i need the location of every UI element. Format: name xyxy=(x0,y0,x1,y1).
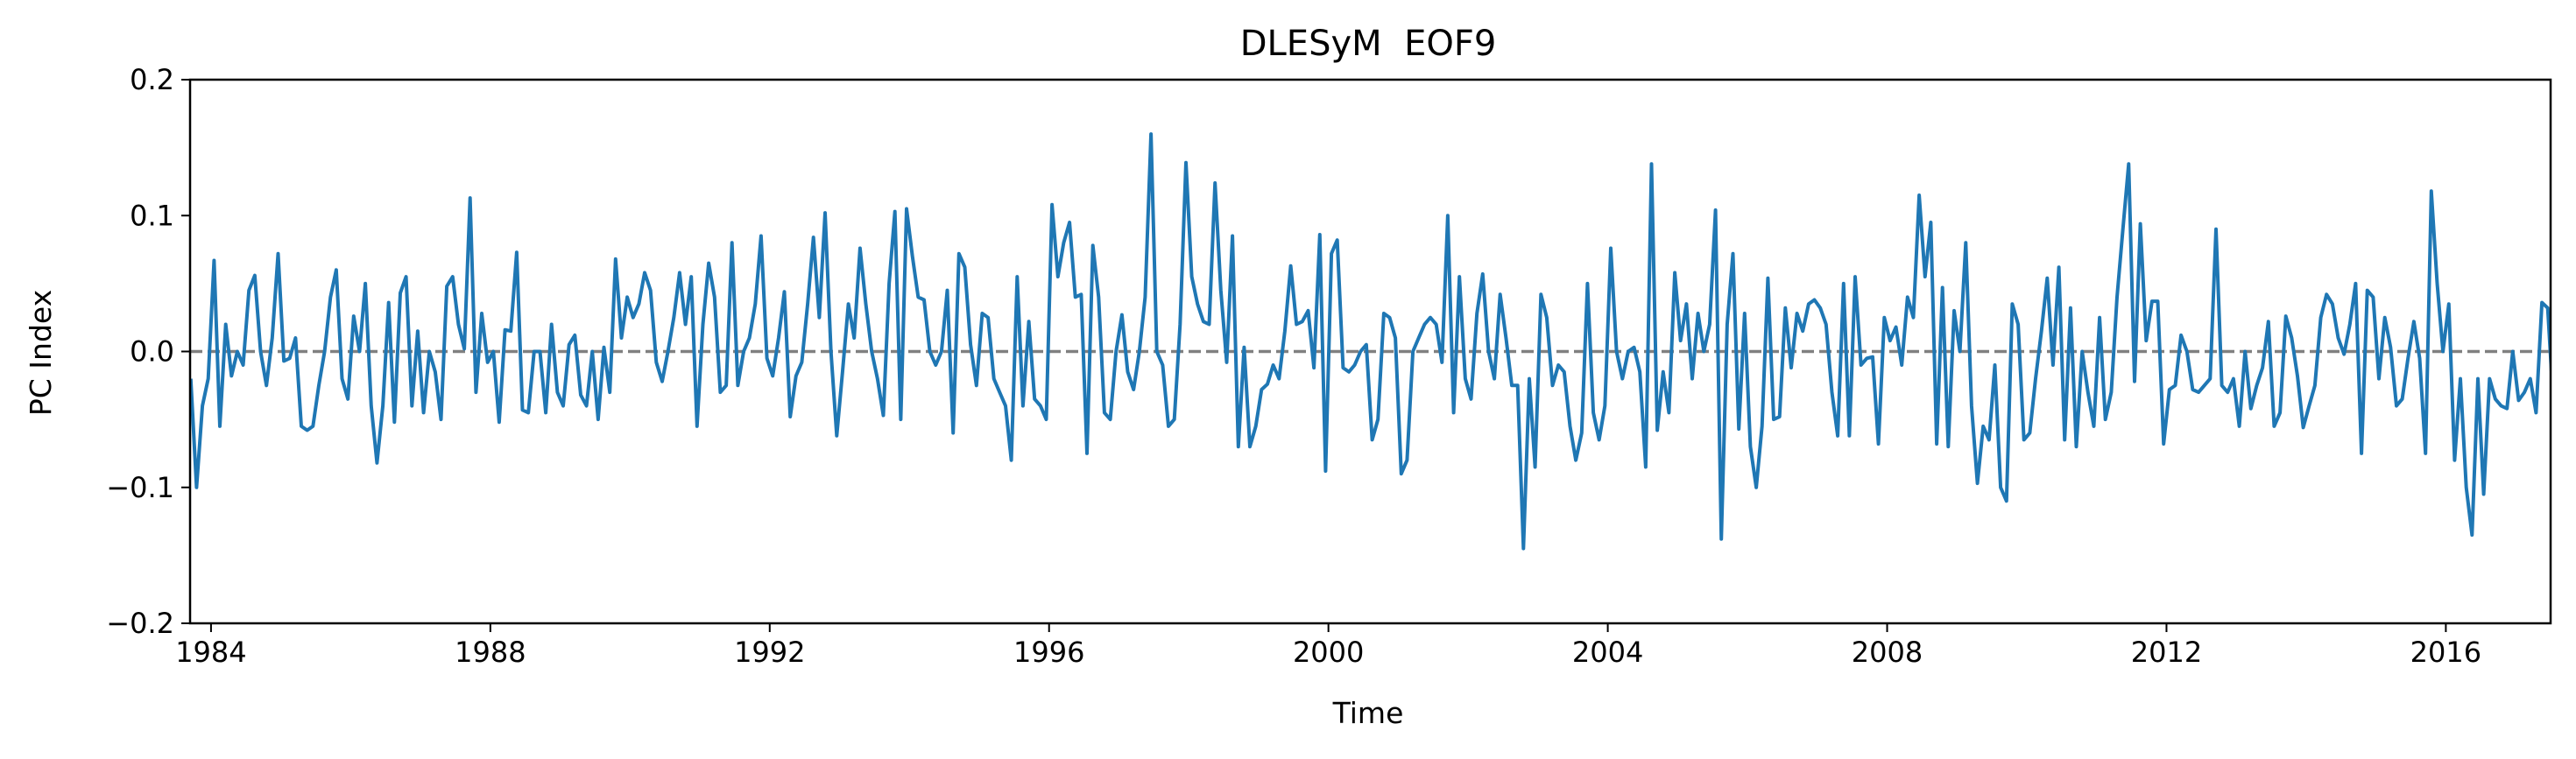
x-tick-label: 2008 xyxy=(1852,636,1923,669)
y-tick-label: 0.1 xyxy=(130,199,174,232)
x-axis-title: Time xyxy=(1332,696,1404,730)
x-tick-label: 2004 xyxy=(1572,636,1643,669)
x-tick-label: 2012 xyxy=(2131,636,2202,669)
x-tick-label: 1996 xyxy=(1013,636,1084,669)
y-tick-label: −0.2 xyxy=(106,607,174,640)
plot-area xyxy=(190,132,2551,551)
x-tick-label: 2016 xyxy=(2410,636,2481,669)
y-tick-label: 0.0 xyxy=(130,335,174,369)
x-tick-label: 1988 xyxy=(455,636,526,669)
x-tick-label: 1984 xyxy=(175,636,246,669)
x-tick-label: 1992 xyxy=(734,636,805,669)
x-tick-label: 2000 xyxy=(1293,636,1364,669)
series-line-0 xyxy=(190,132,2551,551)
y-tick-label: 0.2 xyxy=(130,63,174,96)
y-tick-label: −0.1 xyxy=(106,471,174,504)
chart-title: DLESyM EOF9 xyxy=(1240,24,1497,64)
axes: 1984 1988 1992 1996 2000 2004 2008 2012 2016 −0.2… xyxy=(106,63,2552,669)
y-axis-title: PC Index xyxy=(24,290,58,416)
